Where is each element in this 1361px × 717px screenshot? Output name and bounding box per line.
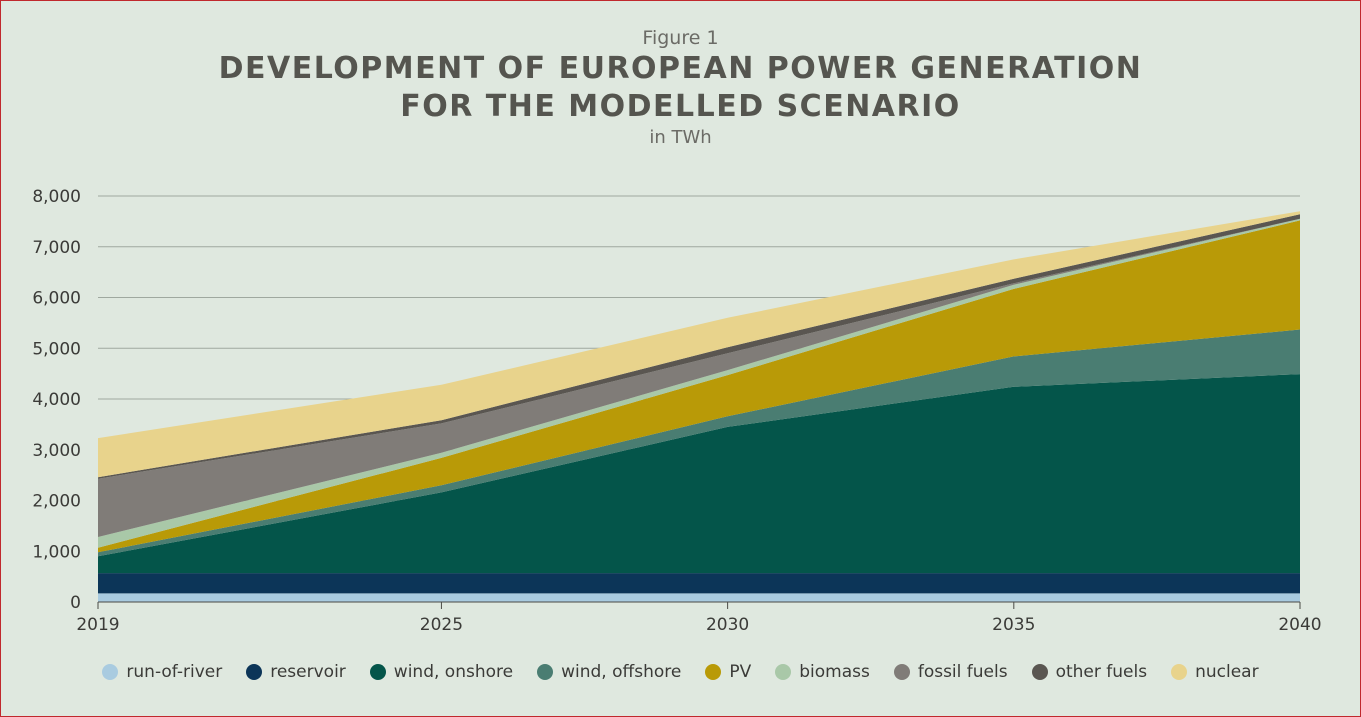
legend-label: reservoir (270, 662, 346, 682)
y-tick-label: 5,000 (32, 339, 81, 359)
x-tick-label: 2040 (1278, 615, 1321, 635)
legend-swatch (1171, 664, 1188, 680)
legend-item: wind, onshore (369, 662, 514, 682)
area-run-of-river (98, 593, 1300, 602)
y-tick-label: 4,000 (32, 390, 81, 410)
chart-title-line1: DEVELOPMENT OF EUROPEAN POWER GENERATION (218, 51, 1143, 86)
y-tick-label: 3,000 (32, 441, 81, 461)
legend-item: other fuels (1031, 662, 1148, 682)
area-wind-onshore (98, 374, 1300, 574)
figure-label: Figure 1 (642, 27, 719, 49)
legend-swatch (369, 664, 386, 680)
x-tick-label: 2030 (706, 615, 749, 635)
legend-swatch (537, 664, 554, 680)
legend-label: fossil fuels (917, 662, 1008, 682)
y-tick-label: 1,000 (32, 542, 81, 562)
legend-swatch (102, 664, 119, 680)
y-tick-label: 2,000 (32, 492, 81, 512)
y-tick-label: 8,000 (32, 187, 81, 207)
chart-header: Figure 1 DEVELOPMENT OF EUROPEAN POWER G… (0, 26, 1361, 150)
x-tick-label: 2019 (76, 615, 119, 635)
legend-item: run-of-river (102, 662, 222, 682)
legend-label: run-of-river (126, 662, 223, 682)
y-tick-label: 0 (70, 593, 81, 613)
area-reservoir (98, 573, 1300, 594)
legend-swatch (1031, 664, 1048, 680)
legend-swatch (893, 664, 910, 680)
legend-label: biomass (799, 662, 870, 682)
legend-label: wind, onshore (393, 662, 514, 682)
area-nuclear (98, 211, 1300, 478)
legend-item: fossil fuels (893, 662, 1008, 682)
legend-item: wind, offshore (537, 662, 681, 682)
legend-item: biomass (775, 662, 870, 682)
y-tick-label: 6,000 (32, 289, 81, 309)
legend-swatch (246, 664, 263, 680)
legend-item: PV (705, 662, 751, 682)
area-pv (98, 220, 1300, 553)
area-wind-offshore (98, 329, 1300, 557)
x-tick-label: 2035 (992, 615, 1035, 635)
legend-item: reservoir (246, 662, 346, 682)
chart-unit: in TWh (649, 127, 712, 148)
chart-title-line2: FOR THE MODELLED SCENARIO (400, 89, 961, 124)
area-biomass (98, 218, 1300, 548)
legend-label: wind, offshore (561, 662, 682, 682)
chart-legend: run-of-river reservoir wind, onshore wind, … (0, 662, 1361, 682)
legend-label: nuclear (1195, 662, 1259, 682)
legend-swatch (705, 664, 722, 680)
legend-label: PV (729, 662, 752, 682)
y-tick-label: 7,000 (32, 238, 81, 258)
legend-item: nuclear (1171, 662, 1259, 682)
area-fossil-fuels (98, 218, 1300, 538)
legend-label: other fuels (1055, 662, 1148, 682)
x-tick-label: 2025 (420, 615, 463, 635)
legend-swatch (775, 664, 792, 680)
